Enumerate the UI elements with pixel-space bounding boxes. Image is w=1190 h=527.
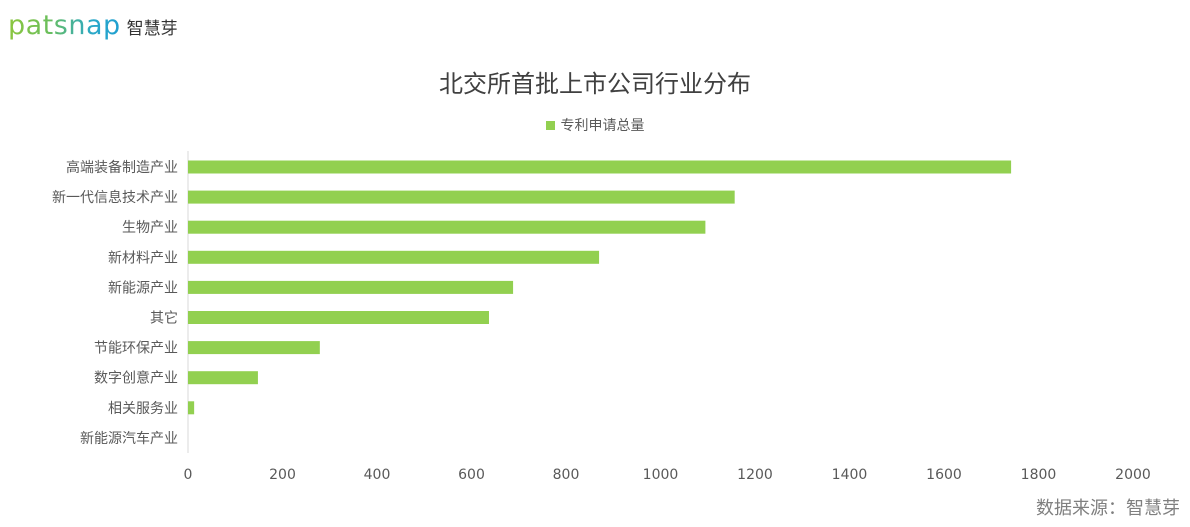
x-tick-label: 1600 bbox=[926, 467, 962, 483]
data-source-note: 数据来源：智慧芽 bbox=[1036, 498, 1180, 519]
x-tick-label: 1000 bbox=[643, 467, 679, 483]
x-tick-label: 200 bbox=[269, 467, 296, 483]
category-label: 生物产业 bbox=[122, 220, 178, 236]
x-tick-label: 1200 bbox=[737, 467, 773, 483]
category-label: 其它 bbox=[150, 310, 178, 327]
bar bbox=[188, 250, 600, 264]
chart-legend: 专利申请总量 bbox=[0, 115, 1190, 135]
brand-logo: patsnap 智慧芽 bbox=[8, 10, 178, 41]
category-label: 数字创意产业 bbox=[94, 370, 178, 387]
x-tick-label: 2000 bbox=[1115, 467, 1151, 483]
bar bbox=[188, 371, 258, 385]
chart-title: 北交所首批上市公司行业分布 bbox=[439, 70, 751, 98]
x-tick-label: 800 bbox=[553, 467, 580, 483]
x-tick-label: 600 bbox=[458, 467, 485, 483]
bar bbox=[188, 280, 514, 294]
x-tick-label: 400 bbox=[364, 467, 391, 483]
category-label: 新能源产业 bbox=[108, 280, 178, 296]
bar bbox=[188, 220, 706, 234]
category-label: 高端装备制造产业 bbox=[66, 159, 178, 176]
bar bbox=[188, 341, 320, 355]
bar bbox=[188, 160, 1012, 174]
category-label: 新能源汽车产业 bbox=[80, 430, 178, 447]
bar bbox=[188, 401, 195, 415]
category-label: 相关服务业 bbox=[108, 401, 178, 417]
bar bbox=[188, 311, 489, 324]
x-tick-label: 1400 bbox=[832, 467, 868, 483]
category-label: 节能环保产业 bbox=[94, 341, 178, 357]
category-label: 新材料产业 bbox=[108, 250, 178, 266]
legend-swatch bbox=[545, 120, 555, 130]
legend-label: 专利申请总量 bbox=[560, 118, 645, 134]
category-label: 新一代信息技术产业 bbox=[52, 189, 178, 206]
logo-wordmark: patsnap bbox=[8, 10, 121, 41]
logo-chinese-name: 智慧芽 bbox=[126, 19, 178, 39]
bar bbox=[188, 190, 735, 204]
x-tick-label: 1800 bbox=[1021, 467, 1057, 483]
x-tick-label: 0 bbox=[184, 467, 193, 483]
